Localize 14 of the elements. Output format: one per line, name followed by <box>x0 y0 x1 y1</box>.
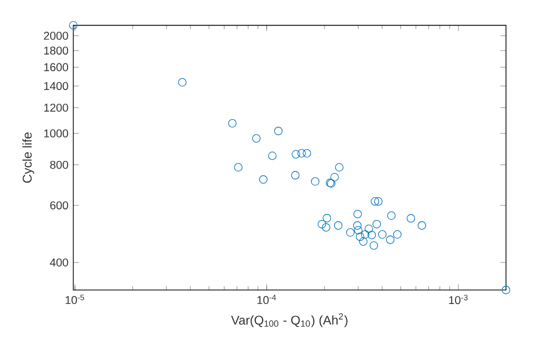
y-tick-label: 600 <box>50 201 68 210</box>
y-tick-label: 1400 <box>44 82 68 90</box>
y-tick-label: 1800 <box>44 46 68 55</box>
x-tick-label: 10$^{-4}$ <box>257 294 276 304</box>
y-tick-label: 1000 <box>44 129 68 138</box>
y-axis-title: Cycle life <box>22 132 34 183</box>
y-tick-label: 400 <box>50 258 68 266</box>
y-tick-label: 1600 <box>44 63 68 72</box>
y-tick-label: 800 <box>50 160 68 169</box>
y-tick-label: 2000 <box>44 32 68 40</box>
y-tick-label: 1200 <box>44 104 68 112</box>
x-tick-label: 10$^{-3}$ <box>449 294 468 304</box>
x-axis-title: Var(Q$_{100}$ - Q$_{10}$) (Ah$^{2}$) <box>231 313 348 328</box>
x-tick-label: 10$^{-5}$ <box>66 294 84 304</box>
